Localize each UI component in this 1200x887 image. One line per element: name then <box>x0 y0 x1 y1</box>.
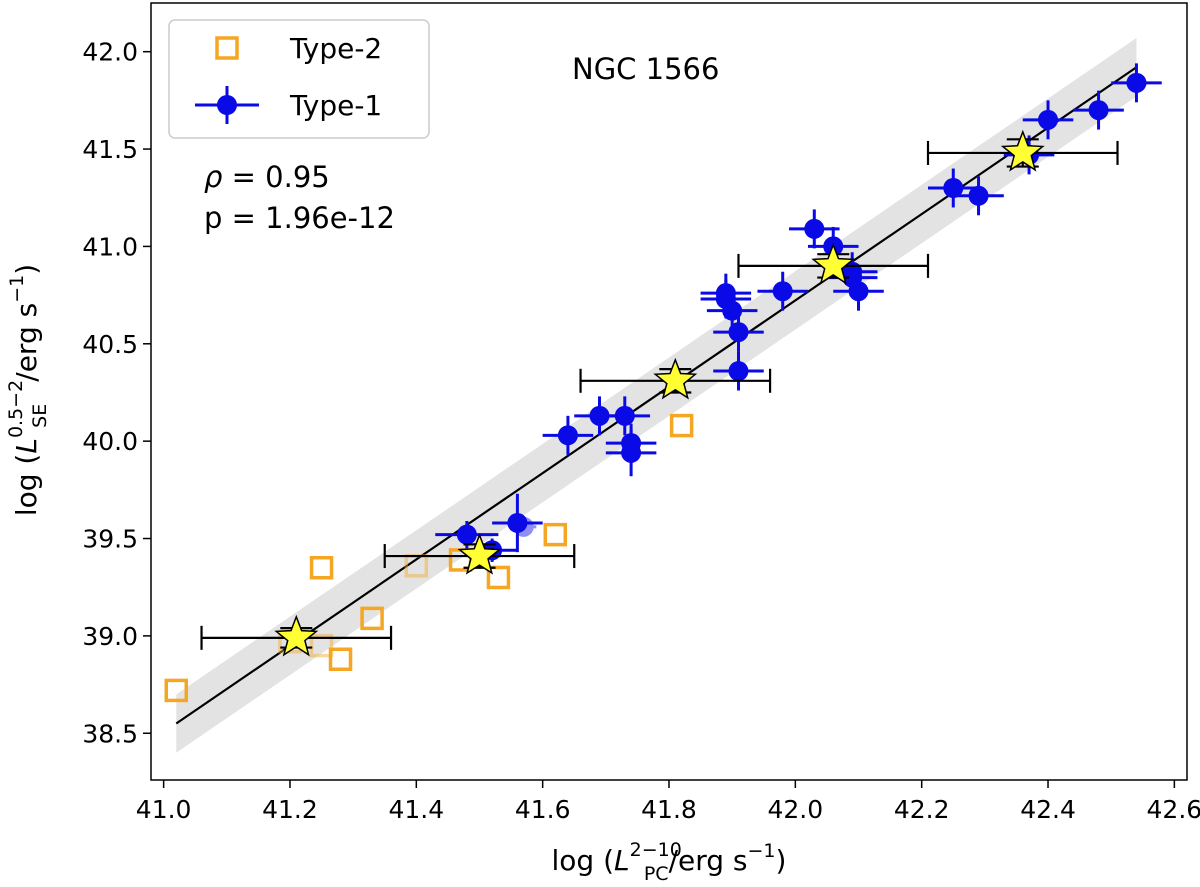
type1-point-20 <box>928 168 979 208</box>
binned-mean-group <box>200 129 1119 657</box>
type1-point-4 <box>542 415 594 455</box>
binned-mean-0 <box>200 614 393 657</box>
binned-star-2 <box>653 357 698 400</box>
x-axis-label: log (L2−10 PC/erg s−1) <box>552 839 787 885</box>
type1-marker-12 <box>728 322 749 343</box>
type1-point-15 <box>789 209 840 249</box>
y-tick-label-2: 39.5 <box>82 525 138 554</box>
type1-point-24 <box>1073 90 1124 130</box>
type1-marker-8 <box>621 433 642 454</box>
type1-marker-6 <box>614 405 635 426</box>
binned-mean-4 <box>926 129 1119 172</box>
type2-point-2 <box>309 633 334 658</box>
type1-marker-4 <box>557 425 578 446</box>
type1-point-23 <box>1022 100 1074 140</box>
type1-point-14 <box>757 271 808 311</box>
type2-point-4 <box>360 606 384 631</box>
x-tick-label-0: 41.0 <box>136 795 192 824</box>
type1-marker-14 <box>772 281 793 302</box>
binned-mean-2 <box>579 357 772 400</box>
y-tick-label-1: 39.0 <box>82 622 138 651</box>
type1-point-19 <box>833 271 884 311</box>
regression-line <box>175 66 1138 725</box>
y-tick-label-3: 40.0 <box>82 427 138 456</box>
x-tick-label-5: 42.0 <box>768 795 824 824</box>
type1-marker-21 <box>968 185 989 206</box>
fit-line-group <box>175 66 1138 725</box>
type1-marker-2 <box>507 512 528 533</box>
type2-point-5 <box>309 555 334 580</box>
type1-point-25 <box>1111 63 1162 103</box>
legend-type1-marker <box>217 95 237 115</box>
x-tick-label-1: 41.2 <box>262 795 318 824</box>
binned-mean-1 <box>383 533 576 575</box>
legend-type1-label: Type-1 <box>289 89 382 122</box>
y-axis-ticks: 38.5 39.0 39.5 40.0 40.5 41.0 41.5 42.0 <box>82 38 151 748</box>
type1-marker-23 <box>1038 109 1059 130</box>
y-tick-label-7: 42.0 <box>82 38 138 67</box>
type1-marker-20 <box>943 178 964 198</box>
type1-marker-3 <box>513 516 534 537</box>
x-tick-label-2: 41.4 <box>388 795 444 824</box>
type2-point-9 <box>543 522 568 547</box>
y-tick-label-0: 38.5 <box>82 719 138 748</box>
type2-point-3 <box>328 647 353 672</box>
type2-point-8 <box>486 565 511 590</box>
binned-star-3 <box>811 242 856 285</box>
type1-point-2 <box>492 493 543 553</box>
binned-mean-3 <box>737 242 930 285</box>
correlation-p-value: p = 1.96e-12 <box>204 201 395 235</box>
type1-marker-0 <box>456 524 477 545</box>
x-tick-label-7: 42.4 <box>1020 795 1076 824</box>
type1-marker-19 <box>848 281 869 302</box>
x-axis-ticks: 41.0 41.2 41.4 41.6 41.8 42.0 42.2 42.4 42.6 <box>136 780 1200 824</box>
legend: Type-2 Type-1 <box>168 19 430 139</box>
correlation-rho: ρ = 0.95 <box>204 160 330 194</box>
x-tick-label-3: 41.6 <box>515 795 571 824</box>
type1-point-0 <box>435 521 499 549</box>
type1-marker-15 <box>804 218 825 239</box>
x-tick-label-8: 42.6 <box>1147 795 1200 824</box>
legend-type2-label: Type-2 <box>289 32 382 65</box>
binned-star-1 <box>457 533 502 575</box>
type2-point-10 <box>669 413 694 438</box>
y-tick-label-6: 41.5 <box>82 135 138 164</box>
x-tick-label-6: 42.2 <box>894 795 950 824</box>
type1-point-13 <box>713 351 764 391</box>
y-tick-label-5: 41.0 <box>82 232 138 261</box>
type2-point-0 <box>164 678 189 703</box>
binned-star-4 <box>1000 129 1045 172</box>
type1-point-21 <box>953 176 1004 216</box>
type1-marker-25 <box>1126 72 1147 93</box>
type1-point-12 <box>713 312 764 352</box>
galaxy-name-annotation: NGC 1566 <box>572 52 719 86</box>
legend-type2-marker <box>215 36 239 60</box>
y-axis-label: log (L0.5−2 SE/erg s−1) <box>5 264 51 516</box>
binned-star-0 <box>274 614 319 657</box>
type1-point-6 <box>599 396 651 436</box>
y-tick-label-4: 40.5 <box>82 330 138 359</box>
type1-marker-13 <box>728 361 749 382</box>
type1-marker-24 <box>1088 100 1109 121</box>
type1-point-3 <box>511 516 537 537</box>
type1-point-8 <box>605 423 657 463</box>
x-tick-label-4: 41.8 <box>641 795 697 824</box>
